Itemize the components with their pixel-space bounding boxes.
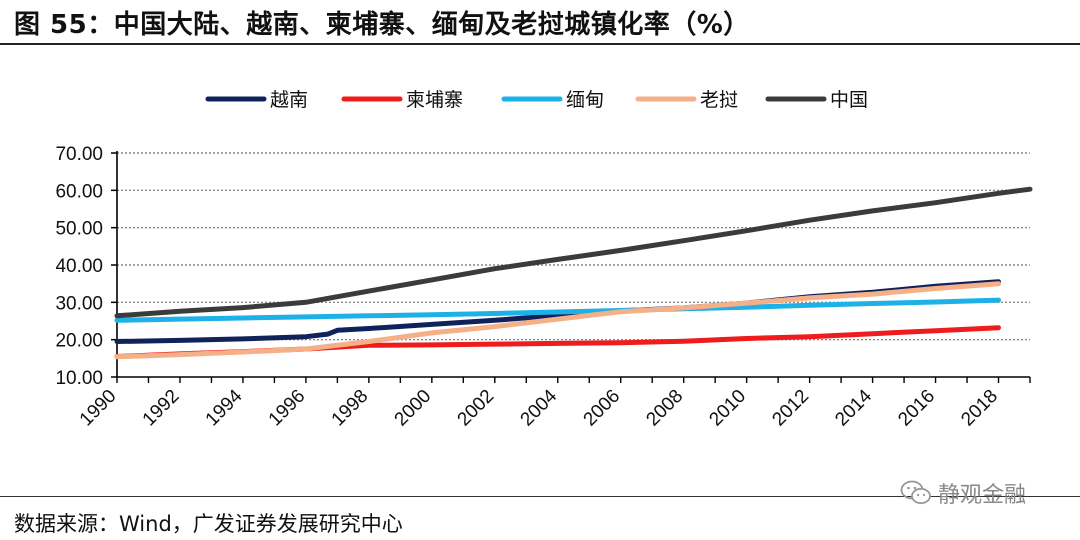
x-tick-label: 2014 — [831, 385, 876, 430]
title-rule — [0, 43, 1080, 45]
x-tick-label: 2012 — [768, 386, 813, 431]
x-tick-label: 2000 — [391, 386, 436, 431]
legend: 越南 柬埔寨 缅甸 老挝 中国 — [205, 89, 868, 111]
legend-label-0: 越南 — [270, 89, 308, 111]
watermark-text: 静观金融 — [938, 483, 1027, 508]
legend-label-3: 老挝 — [700, 89, 738, 111]
x-tick-label: 2010 — [705, 386, 750, 431]
y-tick-labels: 10.00 20.00 30.00 40.00 50.00 60.00 70.00 — [55, 144, 103, 389]
x-tick-label: 1992 — [139, 386, 184, 431]
legend-label-2: 缅甸 — [566, 89, 604, 111]
y-tick-label: 10.00 — [55, 368, 103, 389]
legend-label-4: 中国 — [830, 89, 868, 111]
x-tick-labels: 1990 1992 1994 1996 1998 2000 2002 2004 2006 2008… — [76, 385, 1002, 430]
x-tick-label: 2016 — [894, 386, 939, 431]
series-line-2 — [114, 297, 1001, 323]
x-tick-label: 1990 — [76, 386, 121, 431]
source-note: 数据来源：Wind，广发证券发展研究中心 — [14, 512, 403, 536]
x-tick-label: 2008 — [642, 386, 687, 431]
page-title: 图 55：中国大陆、越南、柬埔寨、缅甸及老挝城镇化率（%） — [14, 10, 750, 40]
legend-label-1: 柬埔寨 — [406, 89, 463, 111]
y-tick-label: 40.00 — [55, 256, 103, 277]
series-line-4 — [114, 186, 1033, 319]
y-tick-label: 20.00 — [55, 331, 103, 352]
axes — [111, 151, 1031, 383]
y-tick-label: 30.00 — [55, 293, 103, 314]
x-tick-label: 1998 — [328, 386, 373, 431]
series-line-3 — [114, 281, 1001, 360]
watermark: 静观金融 — [900, 478, 1070, 508]
series-lines — [114, 186, 1033, 360]
x-tick-label: 1994 — [202, 385, 247, 430]
x-tick-label: 2004 — [517, 385, 562, 430]
wechat-icon — [900, 480, 931, 505]
x-tick-label: 2006 — [580, 386, 625, 431]
x-tick-label: 2018 — [957, 386, 1002, 431]
y-tick-label: 70.00 — [55, 144, 103, 165]
y-tick-label: 50.00 — [55, 219, 103, 240]
y-tick-label: 60.00 — [55, 181, 103, 202]
x-tick-label: 1996 — [265, 386, 310, 431]
x-tick-label: 2002 — [454, 386, 499, 431]
footer-rule — [0, 496, 1080, 497]
